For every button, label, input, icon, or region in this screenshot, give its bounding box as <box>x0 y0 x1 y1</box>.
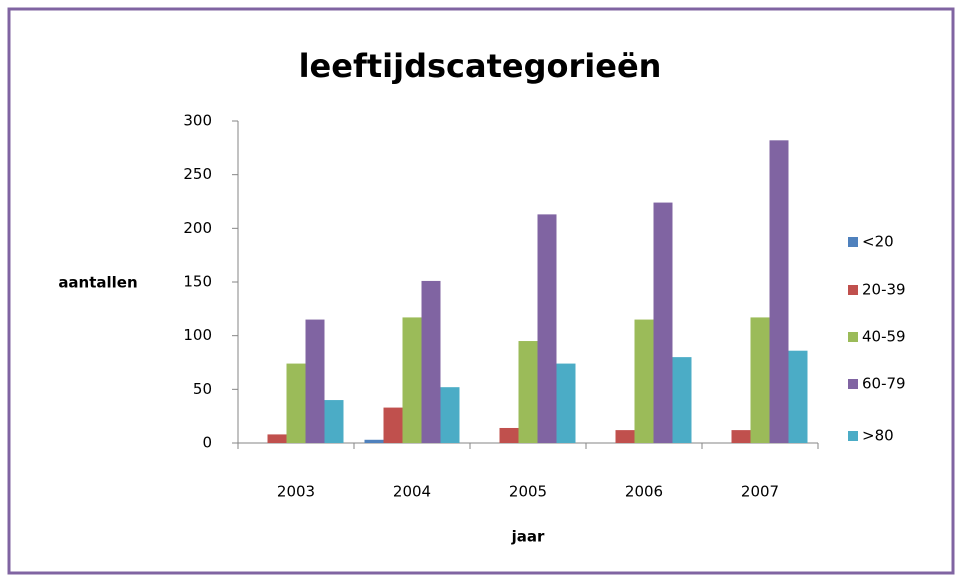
chart-frame <box>7 7 955 575</box>
x-tick-label: 2004 <box>393 483 431 501</box>
legend-swatch <box>848 285 858 295</box>
bar <box>518 341 538 443</box>
y-tick-label: 200 <box>183 219 212 237</box>
legend-label: 60-79 <box>862 375 906 393</box>
y-axis-label: aantallen <box>58 274 137 292</box>
x-tick-label: 2003 <box>277 483 315 501</box>
bar <box>324 400 344 443</box>
x-tick-label: 2005 <box>509 483 547 501</box>
y-tick-label: 250 <box>183 165 212 183</box>
bar <box>634 319 654 443</box>
bar <box>440 387 460 443</box>
y-tick-label: 150 <box>183 273 212 291</box>
bar <box>421 280 441 443</box>
y-tick-label: 0 <box>202 434 212 452</box>
legend-swatch <box>848 332 858 342</box>
y-tick-label: 50 <box>193 380 212 398</box>
bar <box>537 214 557 443</box>
bar <box>364 439 384 443</box>
bar <box>383 407 403 443</box>
bar <box>788 350 808 443</box>
y-tick-label: 300 <box>183 112 212 130</box>
bar <box>615 430 635 443</box>
legend-label: 20-39 <box>862 281 906 299</box>
legend-label: >80 <box>862 427 894 445</box>
legend-swatch <box>848 431 858 441</box>
bar <box>672 357 692 443</box>
legend-label: <20 <box>862 233 894 251</box>
bar <box>653 202 673 443</box>
bar <box>769 140 789 443</box>
bar <box>556 363 576 443</box>
bar <box>286 363 306 443</box>
chart-title: leeftijdscategorieën <box>299 47 662 85</box>
x-axis-label: jaar <box>511 528 545 546</box>
bar <box>305 319 325 443</box>
x-tick-label: 2006 <box>625 483 663 501</box>
bar <box>267 434 287 443</box>
legend-swatch <box>848 379 858 389</box>
legend-swatch <box>848 237 858 247</box>
y-tick-label: 100 <box>183 326 212 344</box>
bar <box>750 317 770 443</box>
legend-label: 40-59 <box>862 328 906 346</box>
bar <box>731 430 751 443</box>
bar <box>499 427 519 443</box>
bar <box>402 317 422 443</box>
x-tick-label: 2007 <box>741 483 779 501</box>
